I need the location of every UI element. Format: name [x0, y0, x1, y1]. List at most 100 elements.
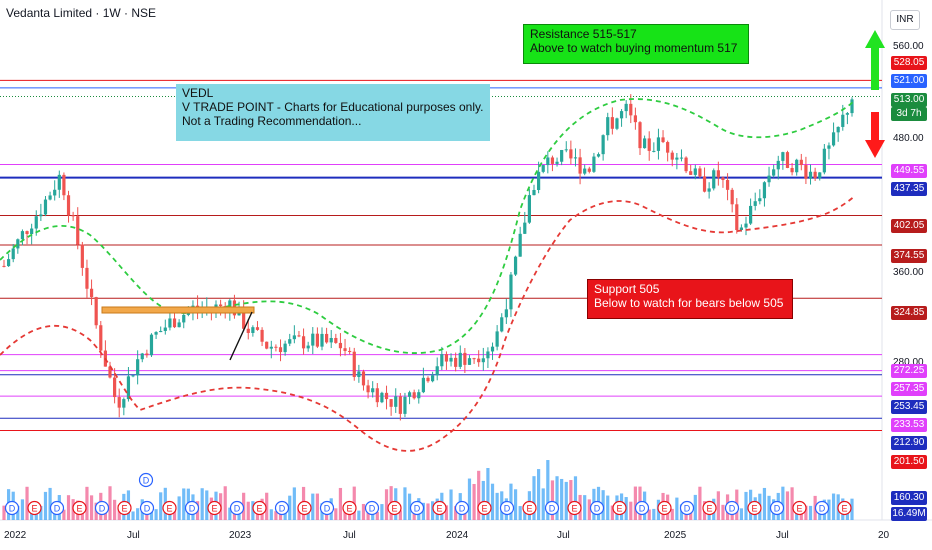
dividend-marker[interactable]	[499, 500, 515, 516]
earnings-marker[interactable]	[72, 500, 87, 516]
dividend-marker[interactable]	[679, 500, 695, 516]
candle-body	[790, 167, 794, 173]
volume-bar	[311, 493, 315, 520]
dividend-marker[interactable]	[454, 500, 470, 516]
volume-bar	[315, 493, 319, 520]
candle-body	[117, 397, 121, 408]
earnings-marker[interactable]	[432, 500, 447, 516]
earnings-marker[interactable]	[792, 500, 807, 516]
dividend-marker[interactable]	[138, 472, 154, 488]
candle-body	[325, 333, 329, 343]
note-line: Below to watch for bears below 505	[594, 296, 784, 310]
candle-body	[813, 171, 817, 179]
candle-body	[619, 111, 624, 119]
dividend-marker[interactable]	[634, 500, 650, 516]
earnings-marker[interactable]	[27, 500, 42, 516]
volume-bar	[569, 480, 573, 520]
earnings-marker[interactable]	[657, 500, 672, 516]
earnings-marker[interactable]	[837, 500, 852, 516]
volume-bar	[721, 504, 725, 520]
volume-bar	[744, 491, 748, 520]
volume-bar	[297, 506, 301, 520]
candle-body	[57, 174, 61, 190]
volume-bar	[550, 480, 555, 520]
currency-button[interactable]: INR	[890, 10, 920, 30]
volume-bar	[407, 493, 412, 520]
price-label: 212.90	[891, 436, 927, 450]
dividend-marker[interactable]	[544, 500, 560, 516]
earnings-marker[interactable]	[207, 500, 222, 516]
price-label: 513.00	[891, 93, 927, 107]
dividend-marker[interactable]	[94, 500, 110, 516]
candle-body	[799, 159, 803, 166]
earnings-marker[interactable]	[117, 500, 132, 516]
earnings-marker[interactable]	[342, 500, 357, 516]
candle-body	[375, 388, 379, 403]
dividend-marker[interactable]	[184, 500, 200, 516]
earnings-marker[interactable]	[567, 500, 582, 516]
candle-body	[472, 358, 476, 360]
volume-bar	[269, 509, 273, 520]
candle-body	[168, 318, 172, 328]
price-label: 402.05	[891, 219, 927, 233]
candle-body	[578, 157, 582, 174]
dividend-marker[interactable]	[364, 500, 380, 516]
candle-body	[421, 377, 425, 393]
volume-bar	[790, 487, 794, 520]
dividend-marker[interactable]	[769, 500, 785, 516]
candle-body	[149, 334, 154, 356]
dividend-marker[interactable]	[409, 500, 425, 516]
volume-bar	[610, 505, 614, 520]
candle-body	[329, 337, 333, 343]
earnings-marker[interactable]	[252, 500, 267, 516]
candle-body	[403, 396, 407, 414]
dividend-marker[interactable]	[229, 500, 245, 516]
earnings-marker[interactable]	[522, 500, 537, 516]
dividend-marker[interactable]	[139, 500, 155, 516]
volume-bar	[278, 511, 283, 520]
down-arrow-icon	[865, 112, 885, 158]
candle-body	[841, 114, 845, 127]
dividend-marker[interactable]	[814, 500, 830, 516]
earnings-marker[interactable]	[747, 500, 762, 516]
earnings-marker[interactable]	[162, 500, 177, 516]
marker-letter: E	[796, 504, 802, 514]
marker-letter: E	[391, 504, 397, 514]
candle-body	[707, 188, 711, 192]
candle-body	[573, 157, 578, 159]
earnings-marker[interactable]	[477, 500, 492, 516]
candle-body	[822, 148, 826, 173]
candle-body	[136, 359, 140, 376]
volume-bar	[182, 488, 186, 520]
candle-body	[2, 265, 6, 267]
dividend-marker[interactable]	[274, 500, 290, 516]
candle-body	[850, 99, 854, 114]
candle-body	[463, 352, 467, 365]
candle-body	[435, 366, 439, 376]
earnings-marker[interactable]	[297, 500, 312, 516]
dividend-marker[interactable]	[724, 500, 740, 516]
earnings-marker[interactable]	[387, 500, 402, 516]
candle-body	[776, 160, 780, 170]
earnings-marker[interactable]	[702, 500, 717, 516]
dividend-marker[interactable]	[589, 500, 605, 516]
dividend-marker[interactable]	[319, 500, 335, 516]
volume-bar	[693, 494, 697, 520]
candle-body	[11, 248, 15, 260]
volume-label: 16.49M	[891, 507, 927, 521]
candle-body	[458, 352, 462, 367]
dividend-marker[interactable]	[4, 500, 20, 516]
dividend-marker[interactable]	[49, 500, 65, 516]
candle-body	[357, 371, 361, 378]
note-line: Resistance 515-517	[530, 27, 637, 41]
candle-body	[113, 377, 117, 398]
candle-body	[361, 371, 366, 386]
price-label: 201.50	[891, 455, 927, 469]
volume-bar	[177, 496, 181, 520]
candle-body	[762, 182, 767, 199]
marker-letter: E	[31, 504, 37, 514]
candle-body	[518, 233, 522, 257]
candle-body	[140, 353, 144, 360]
earnings-marker[interactable]	[612, 500, 627, 516]
